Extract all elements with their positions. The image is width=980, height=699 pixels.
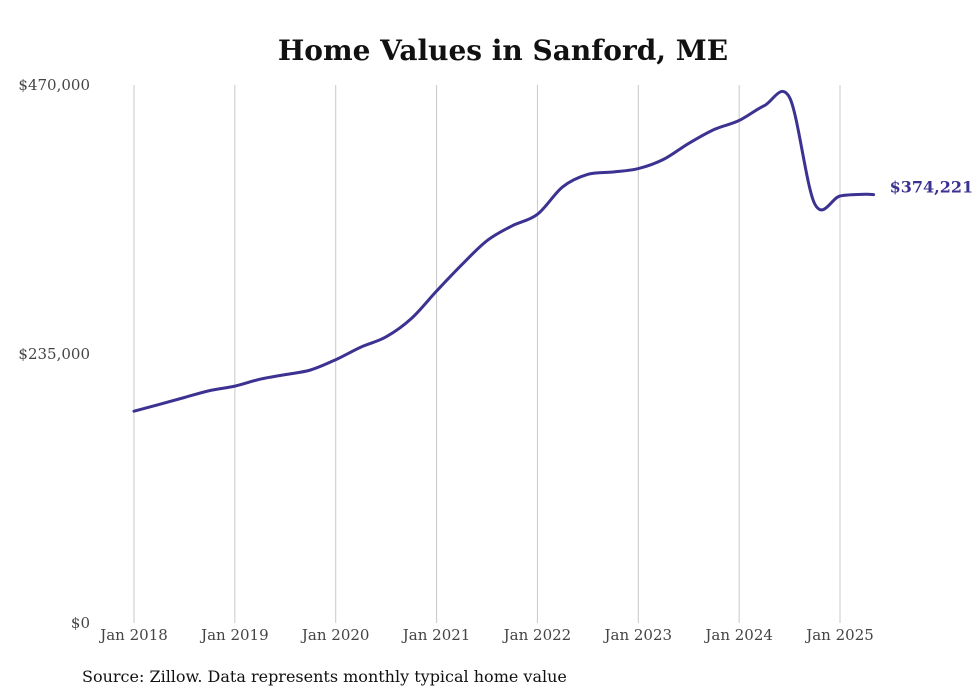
series-line: [132, 89, 876, 413]
x-tick-label: Jan 2024: [703, 626, 773, 644]
grid-lines: [133, 85, 841, 623]
y-tick-label: $0: [71, 614, 90, 632]
chart-title: Home Values in Sanford, ME: [278, 34, 728, 67]
source-note: Source: Zillow. Data represents monthly …: [82, 667, 567, 686]
x-axis-ticks: Jan 2018 Jan 2019 Jan 2020 Jan 2021 Jan 2022…: [98, 626, 874, 644]
end-value-label: $374,221: [890, 178, 974, 197]
x-tick-label: Jan 2025: [804, 626, 874, 644]
y-tick-label: $235,000: [18, 345, 90, 363]
x-tick-label: Jan 2021: [401, 626, 471, 644]
x-tick-label: Jan 2020: [300, 626, 370, 644]
x-tick-label: Jan 2023: [603, 626, 673, 644]
x-tick-label: Jan 2019: [199, 626, 269, 644]
y-axis-ticks: $0 $235,000 $470,000: [18, 76, 90, 632]
x-tick-label: Jan 2018: [98, 626, 168, 644]
y-tick-label: $470,000: [18, 76, 90, 94]
x-tick-label: Jan 2022: [502, 626, 572, 644]
